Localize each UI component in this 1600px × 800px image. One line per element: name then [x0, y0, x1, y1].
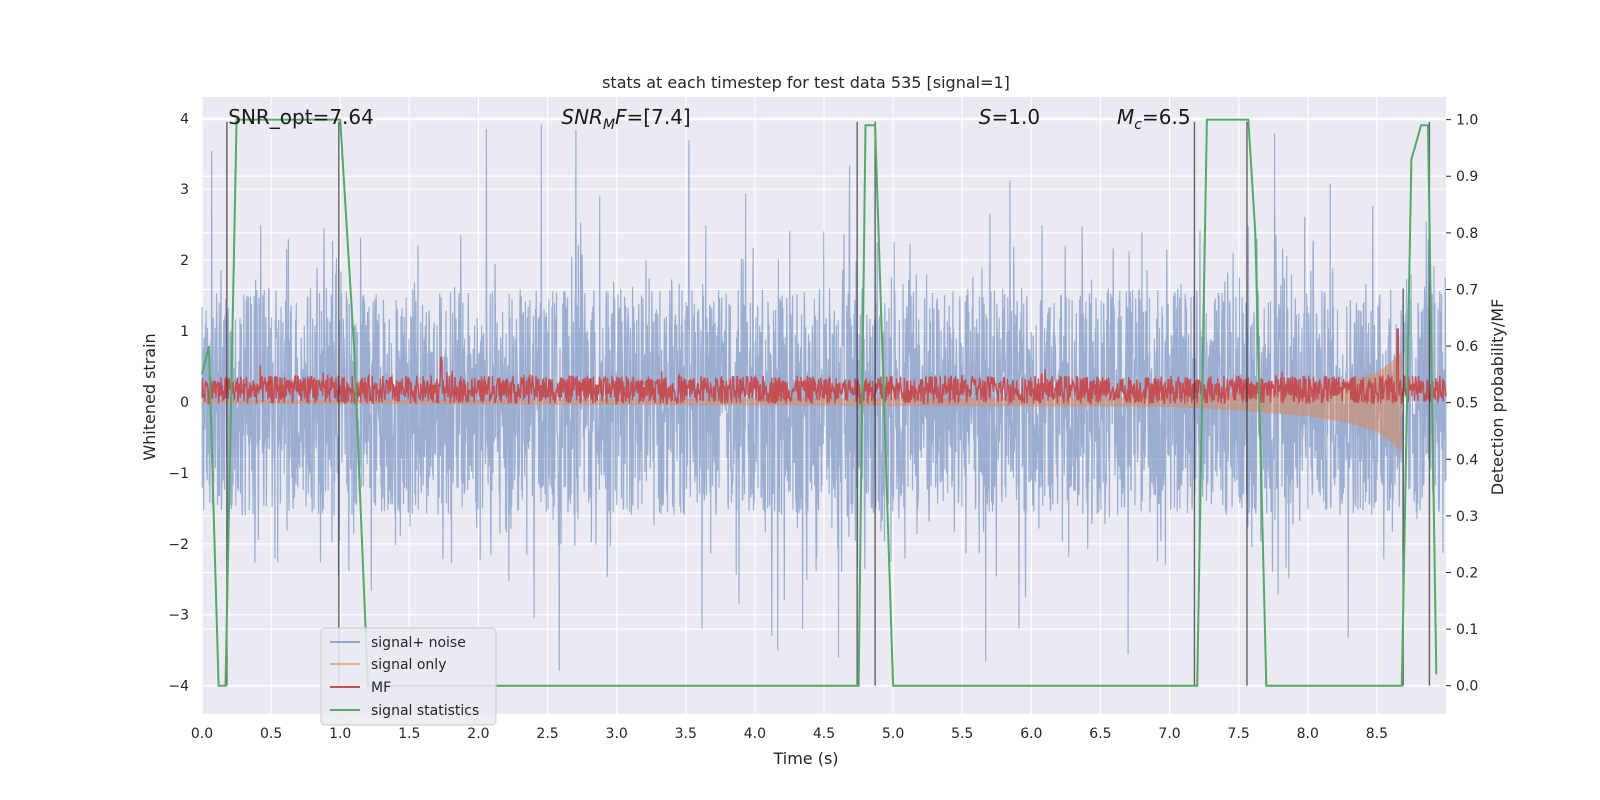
x-tick-label: 5.0: [882, 726, 904, 742]
y-right-tick-label: 0.7: [1456, 282, 1478, 298]
mf-series: [201, 328, 1447, 406]
y-tick-label: 4: [180, 111, 189, 127]
legend-label-signal-only: signal only: [371, 657, 446, 673]
y-tick-label: 2: [180, 253, 189, 269]
chart-title: stats at each timestep for test data 535…: [602, 73, 1010, 92]
y-right-tick-label: 0.9: [1456, 169, 1478, 185]
annotation-2: S=1.0: [979, 105, 1040, 129]
y-tick-label: −4: [168, 679, 189, 695]
x-tick-label: 2.5: [536, 726, 558, 742]
y-tick-label: −2: [168, 537, 189, 553]
y-right-tick-label: 0.4: [1456, 452, 1478, 468]
x-tick-label: 6.5: [1089, 726, 1111, 742]
x-tick-label: 8.0: [1297, 726, 1319, 742]
x-axis-label: Time (s): [772, 749, 838, 768]
signal-statistics-line: [201, 118, 1438, 687]
y-axis-ticks: −4 −3 −2 −1 0 1 2 3 4: [168, 111, 189, 694]
annotation-1: SNRMF=[7.4]: [561, 105, 690, 133]
x-tick-label: 4.0: [744, 726, 766, 742]
x-tick-label: 3.0: [606, 726, 628, 742]
y-axis-label: Whitened strain: [140, 333, 159, 460]
y-right-tick-label: 0.1: [1456, 622, 1478, 638]
y-right-axis-ticks: 0.0 0.1 0.2 0.3 0.4 0.5 0.6 0.7 0.8 0.9 1.0: [1446, 113, 1478, 695]
signal-statistics-series: [201, 118, 1438, 687]
x-tick-label: 0.5: [260, 726, 282, 742]
legend-label-mf: MF: [371, 680, 391, 696]
annotations: SNR_opt=7.64 SNRMF=[7.4] S=1.0 Mc=6.5: [228, 105, 1190, 133]
signal-noise-line: [201, 124, 1447, 671]
x-tick-label: 6.0: [1020, 726, 1042, 742]
x-tick-label: 2.0: [467, 726, 489, 742]
annotation-0: SNR_opt=7.64: [228, 105, 374, 129]
x-tick-label: 4.5: [813, 726, 835, 742]
signal-only-series: [202, 350, 1402, 453]
x-tick-label: 7.0: [1158, 726, 1180, 742]
legend-label-signal-statistics: signal statistics: [371, 703, 479, 719]
x-tick-label: 1.5: [398, 726, 420, 742]
y-tick-label: 1: [180, 324, 189, 340]
y-right-tick-label: 0.5: [1456, 396, 1478, 412]
annotation-3: Mc=6.5: [1117, 105, 1191, 133]
y-tick-label: −3: [168, 608, 189, 624]
legend-label-signal-noise: signal+ noise: [371, 635, 466, 651]
signal-only-fill: [202, 350, 1402, 453]
x-tick-label: 1.0: [329, 726, 351, 742]
x-tick-label: 7.5: [1228, 726, 1250, 742]
x-tick-label: 3.5: [675, 726, 697, 742]
y-right-axis-label: Detection probability/MF: [1488, 299, 1507, 496]
x-axis-ticks: 0.0 0.5 1.0 1.5 2.0 2.5 3.0 3.5 4.0 4.5 5.0 5.5 6.0 6…: [191, 726, 1388, 742]
legend: signal+ noise signal only MF signal stat…: [320, 627, 497, 726]
signal-noise-series: [201, 124, 1447, 671]
y-right-tick-label: 0.6: [1456, 339, 1478, 355]
y-right-tick-label: 0.2: [1456, 565, 1478, 581]
y-right-tick-label: 0.8: [1456, 226, 1478, 242]
x-tick-label: 5.5: [951, 726, 973, 742]
legend-box: [320, 627, 497, 726]
mf-line: [201, 328, 1447, 406]
x-tick-label: 8.5: [1366, 726, 1388, 742]
y-tick-label: 0: [180, 395, 189, 411]
y-right-tick-label: 1.0: [1456, 113, 1478, 129]
x-tick-label: 0.0: [191, 726, 213, 742]
y-tick-label: −1: [168, 466, 189, 482]
y-right-tick-label: 0.3: [1456, 509, 1478, 525]
y-right-tick-label: 0.0: [1456, 679, 1478, 695]
y-tick-label: 3: [180, 182, 189, 198]
